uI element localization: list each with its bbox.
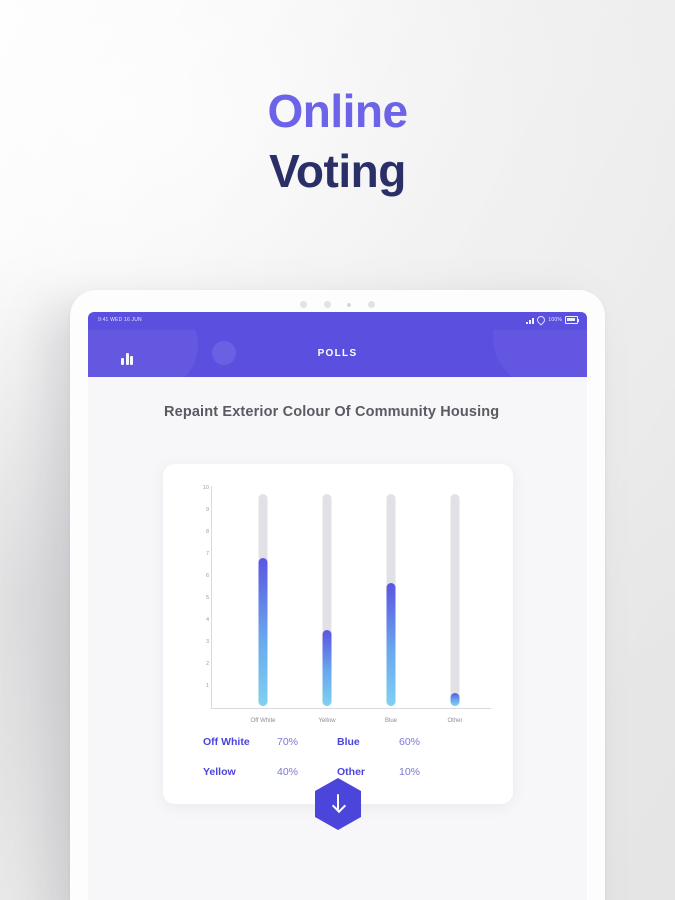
wifi-icon — [535, 314, 548, 326]
bar-fill[interactable] — [258, 557, 268, 706]
bar-fill[interactable] — [322, 629, 332, 706]
poll-results-card: 10 9 8 7 6 5 4 3 2 1 — [163, 464, 513, 830]
sensor-dot — [300, 301, 308, 309]
y-tick-3: 3 — [205, 639, 209, 645]
y-tick-8: 8 — [205, 529, 209, 535]
bar-track — [322, 494, 332, 706]
legend-name-2: Yellow — [203, 766, 236, 778]
page-title-line-1: Online — [267, 85, 408, 137]
y-tick-4: 4 — [205, 617, 209, 623]
y-tick-2: 2 — [205, 661, 209, 667]
y-tick-6: 6 — [205, 573, 209, 579]
bar-label-3: Other — [447, 718, 463, 724]
app-content: Repaint Exterior Colour Of Community Hou… — [88, 377, 587, 900]
chart-plot-area: Off White Yellow Blue — [212, 486, 491, 724]
down-arrow-icon — [337, 794, 339, 810]
y-tick-9: 9 — [205, 507, 209, 513]
bar-label-0: Off White — [250, 718, 276, 724]
bar-group-3[interactable]: Other — [440, 486, 470, 724]
page-title-line-2: Voting — [269, 145, 406, 197]
sensor-dot — [323, 301, 331, 309]
y-tick-10: 10 — [202, 485, 209, 491]
submit-vote-button[interactable] — [315, 778, 361, 830]
camera-dot — [347, 302, 352, 307]
poll-question: Repaint Exterior Colour Of Community Hou… — [164, 404, 500, 420]
bar-track — [450, 494, 460, 706]
bar-fill[interactable] — [386, 583, 396, 706]
y-tick-1: 1 — [205, 683, 209, 689]
votes-bar-chart: 10 9 8 7 6 5 4 3 2 1 — [185, 485, 491, 724]
legend-name-1: Blue — [337, 736, 360, 748]
legend-percent-1: 60% — [399, 736, 421, 748]
bar-group-1[interactable]: Yellow — [312, 486, 342, 724]
tablet-screen: 9:41 WED 16 JUN 100% POLLS Repaint Exter… — [88, 312, 587, 900]
status-bar: 9:41 WED 16 JUN 100% — [88, 312, 587, 330]
bar-fill[interactable] — [450, 693, 460, 706]
battery-icon — [565, 316, 579, 324]
sensor-dot — [367, 301, 375, 309]
legend-name-0: Off White — [203, 736, 250, 748]
tablet-sensor-dots — [70, 296, 605, 309]
tablet-device: 9:41 WED 16 JUN 100% POLLS Repaint Exter… — [70, 290, 605, 900]
chart-y-axis — [211, 486, 212, 708]
y-tick-5: 5 — [205, 595, 209, 601]
user-avatar[interactable] — [212, 341, 236, 365]
signal-icon — [526, 316, 535, 324]
status-bar-time: 9:41 WED 16 JUN — [98, 317, 142, 323]
legend-name-3: Other — [337, 766, 366, 778]
bar-group-0[interactable]: Off White — [248, 486, 278, 724]
app-bar-decor — [493, 330, 587, 377]
bar-chart-logo-icon[interactable] — [116, 343, 138, 365]
app-bar: POLLS — [88, 330, 587, 377]
results-legend: Off White 70% Blue 60% Yellow 40% Other … — [203, 736, 483, 778]
bar-label-1: Yellow — [318, 718, 336, 724]
legend-percent-0: 70% — [277, 736, 299, 748]
y-tick-7: 7 — [205, 551, 209, 557]
legend-percent-3: 10% — [399, 766, 421, 778]
app-bar-title: POLLS — [317, 348, 358, 359]
page-title: Online Voting — [0, 88, 675, 194]
status-bar-indicators: 100% — [526, 314, 579, 326]
legend-percent-2: 40% — [277, 766, 299, 778]
chart-x-axis — [211, 708, 491, 709]
battery-percent-label: 100% — [548, 317, 562, 323]
bar-group-2[interactable]: Blue — [376, 486, 406, 724]
bar-label-2: Blue — [384, 718, 398, 724]
